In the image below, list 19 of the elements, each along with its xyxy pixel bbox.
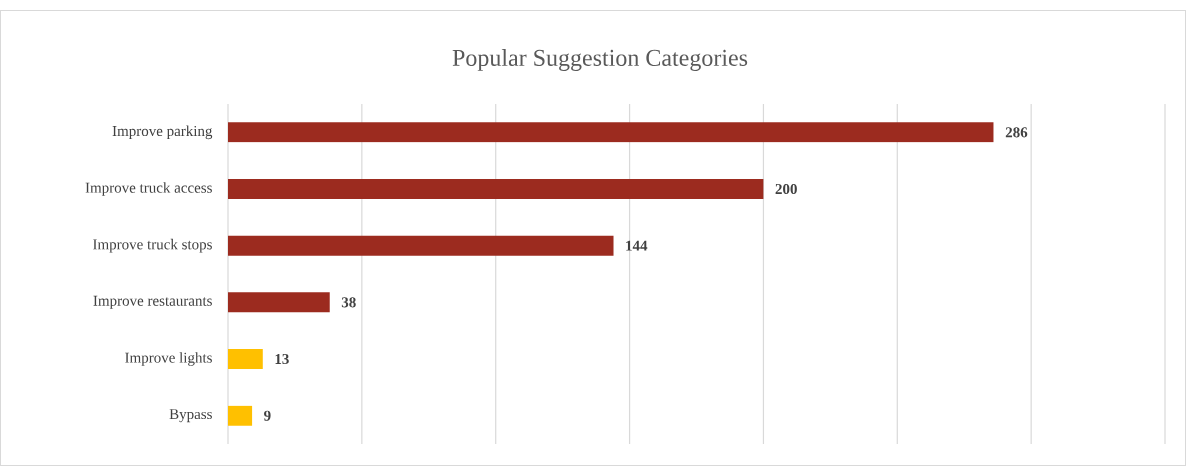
y-tick-label: Improve truck access: [85, 182, 212, 196]
y-tick-label: Improve truck stops: [93, 238, 212, 253]
bar: [228, 405, 253, 426]
bar: [228, 179, 764, 199]
y-tick-label: Improve restaurants: [93, 295, 212, 309]
bar: [228, 349, 263, 369]
data-label: 38: [341, 297, 356, 308]
bar: [228, 292, 330, 313]
bar: [228, 122, 994, 143]
y-tick-label: Improve lights: [125, 352, 212, 366]
y-tick-label: Improve parking: [112, 125, 213, 140]
chart-title: Popular Suggestion Categories: [452, 49, 748, 71]
data-label: 200: [775, 183, 797, 195]
y-tick-label: Bypass: [169, 409, 212, 423]
data-label: 144: [626, 240, 648, 251]
data-label: 286: [1005, 127, 1028, 138]
bar: [228, 235, 614, 256]
data-label: 9: [264, 410, 271, 421]
data-label: 13: [275, 353, 289, 365]
